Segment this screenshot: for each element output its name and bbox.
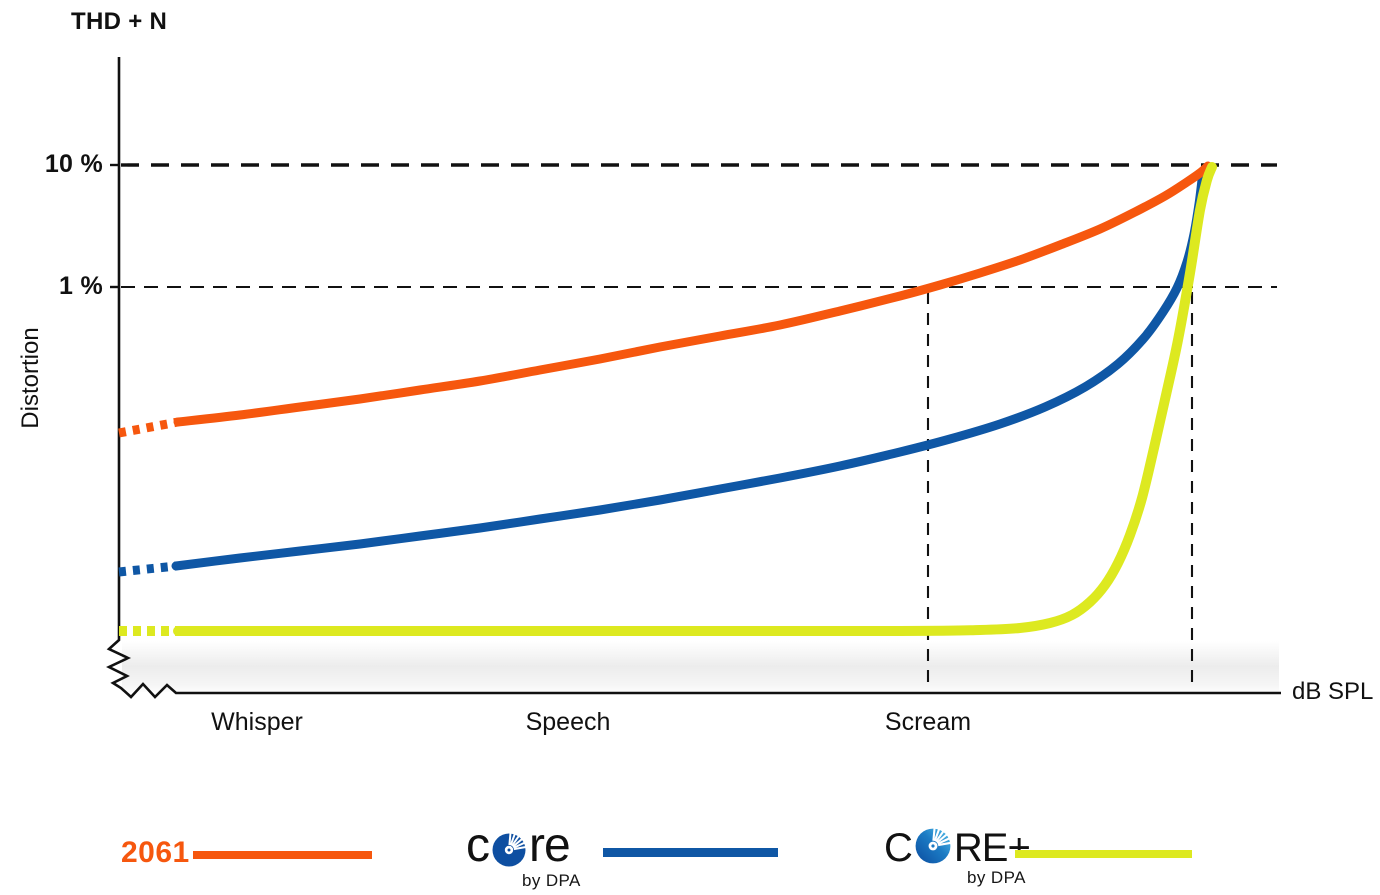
y-tick-10-percent: 10 %	[44, 150, 103, 178]
legend-swatch-core	[603, 848, 778, 857]
core-disc-icon	[492, 826, 531, 866]
y-tick-1-percent: 1 %	[59, 272, 103, 300]
x-axis-label: dB SPL	[1292, 678, 1374, 705]
x-category-scream: Scream	[884, 708, 972, 736]
markers-group	[926, 292, 1194, 690]
core-plus-disc-icon	[915, 821, 956, 864]
x-category-whisper: Whisper	[211, 708, 303, 736]
core-logo-byline: by DPA	[522, 871, 581, 890]
chart-title: THD + N	[71, 8, 168, 35]
core-logo-text-before: c	[466, 819, 490, 872]
core-logo-text-after: re	[529, 819, 571, 872]
y-axis-label: Distortion	[17, 327, 44, 429]
legend-swatch-core-plus	[1015, 850, 1192, 858]
legend-logo-core: c re by DPA	[466, 819, 581, 890]
legend-logo-core-plus: C RE+ by DPA	[884, 821, 1031, 887]
axes-group	[106, 57, 1281, 699]
gridlines-group	[121, 163, 1277, 289]
core-plus-logo-text-after: RE+	[953, 826, 1031, 870]
core-plus-logo-text-before: C	[884, 826, 913, 870]
core-plus-logo-byline: by DPA	[967, 868, 1026, 887]
legend-swatch-2061	[193, 851, 372, 859]
floor-shade	[122, 641, 1279, 692]
curves-group	[118, 161, 1217, 637]
x-category-speech: Speech	[525, 708, 611, 736]
legend-label-2061: 2061	[121, 836, 190, 869]
